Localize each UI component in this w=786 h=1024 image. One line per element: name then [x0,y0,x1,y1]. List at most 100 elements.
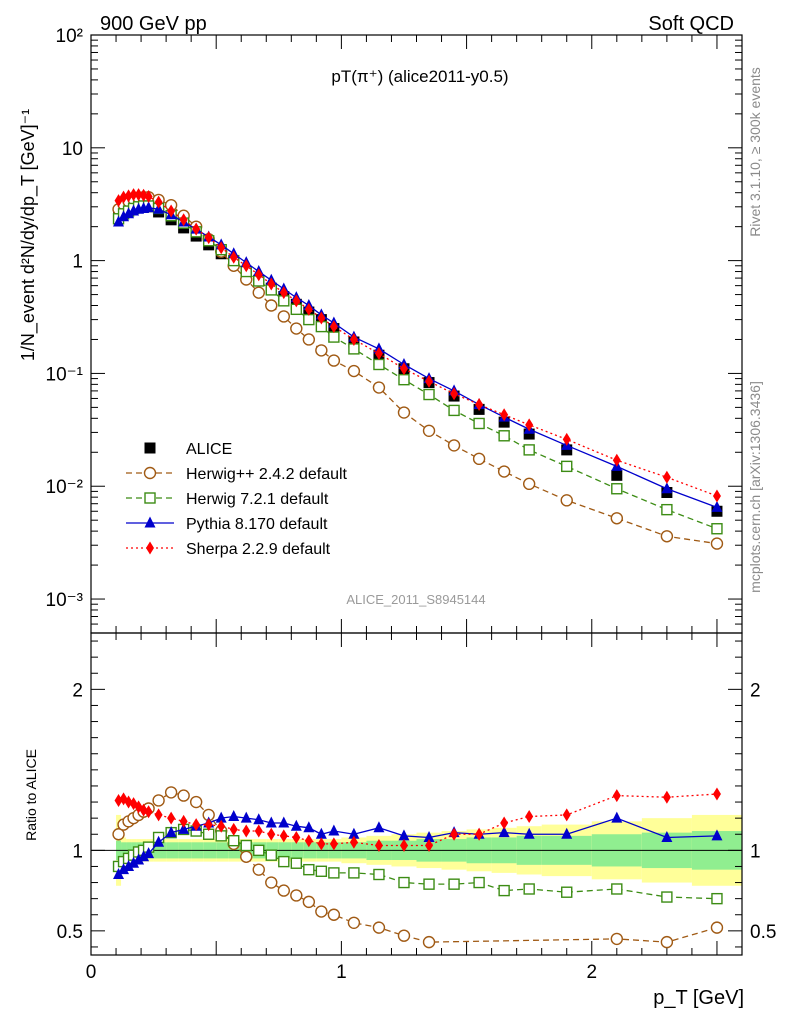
ratio-panel: 0 1 2 0.5 0.5 1 1 2 2 [57,632,776,983]
data-point [303,863,315,876]
data-point [373,868,385,881]
data-point [398,829,410,841]
data-point [397,929,411,942]
series-line [118,206,718,508]
data-point [112,828,125,841]
data-point [373,358,385,371]
legend-label: Pythia 8.170 default [186,516,328,533]
data-point [500,408,509,422]
data-point [124,189,133,203]
data-point [661,503,673,516]
data-point [304,834,313,848]
data-point [304,302,313,316]
data-point [144,190,153,204]
data-point [267,827,276,841]
data-point [660,530,674,543]
data-point [710,921,724,934]
x-tick-label: 0 [86,962,97,983]
data-point [612,453,621,467]
data-point [473,417,485,430]
data-point [611,483,623,495]
data-point [374,347,383,361]
data-point [292,830,301,844]
data-point [252,863,265,876]
data-point [523,444,535,456]
data-point [129,188,138,202]
data-point [265,876,278,889]
data-point [498,430,510,442]
data-point [215,811,227,823]
data-point [661,891,673,903]
data-point [498,826,510,838]
data-point [497,465,511,478]
data-point [611,469,623,481]
data-point [204,818,213,832]
y-tick-label: 10⁻² [46,477,84,498]
data-point [317,311,326,325]
data-point [279,829,288,843]
data-point [292,294,301,308]
data-point [279,286,288,300]
data-point [124,795,133,809]
data-point [278,855,290,868]
ratio-ylabel: Ratio to ALICE [23,749,39,841]
data-point [329,837,338,851]
data-point [662,470,671,484]
data-point [399,362,408,376]
data-point [144,805,153,819]
legend-marker [144,442,156,454]
data-point [448,404,460,417]
data-point [328,867,340,879]
data-point [123,859,135,871]
data-point [349,332,358,346]
data-point [498,416,510,428]
data-point [315,827,327,839]
x-tick-label: 1 [336,962,347,983]
data-point [328,331,340,343]
data-point [229,250,238,264]
data-point [612,789,621,803]
data-point [373,821,385,833]
data-point [133,853,145,865]
data-point [290,889,303,902]
ratio-y-tick-label: 1 [750,841,761,862]
data-point [154,808,163,822]
y-tick-label: 10 [62,139,83,160]
data-point [329,320,338,334]
data-point [347,364,361,378]
data-point [242,259,251,273]
data-point [217,819,226,833]
data-point [347,916,361,929]
data-point [119,190,128,204]
data-point [228,810,240,822]
data-point [423,830,435,842]
data-point [302,895,316,909]
data-point [498,884,510,897]
data-point [372,381,386,394]
ratio-y-tick-label: 0.5 [57,922,83,943]
data-point [139,188,148,202]
data-point [240,850,253,863]
data-point [660,935,674,949]
data-point [661,482,673,494]
data-point [165,826,177,838]
data-point [398,373,410,386]
legend-label: Herwig 7.2.1 default [186,491,329,508]
data-point [303,821,315,833]
data-point [179,213,188,227]
data-point [179,814,188,828]
legend-label: ALICE [186,441,232,458]
ratio-y-tick-label: 2 [750,680,761,701]
data-point [192,222,201,236]
data-point [192,818,201,832]
data-point [167,204,176,218]
series-line [118,193,718,497]
data-point [523,827,535,839]
data-point [290,819,302,831]
data-point [661,830,673,842]
data-point [610,512,624,525]
y-tick-label: 1 [72,252,83,273]
data-point [450,827,459,841]
ratio-y-tick-label: 2 [72,680,83,701]
